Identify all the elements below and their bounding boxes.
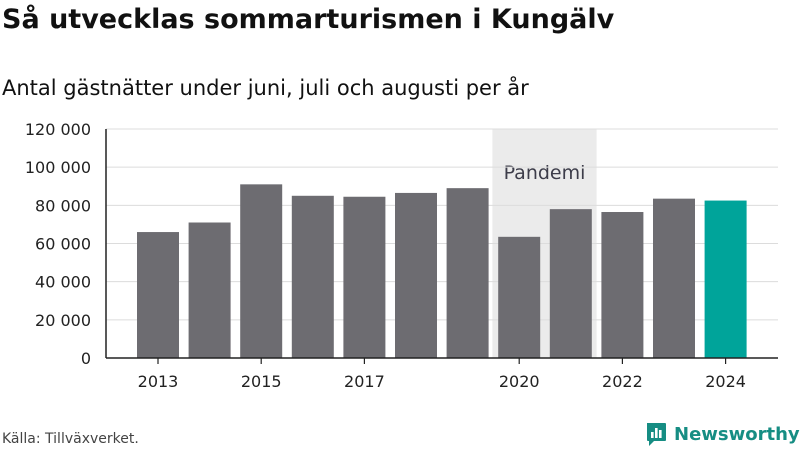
y-tick-label: 80 000	[35, 196, 91, 215]
tick-labels: 0 20 000 40 000 60 000 80 000 100 000 120 000 2…	[25, 120, 746, 391]
bars	[137, 184, 747, 358]
x-tick-label: 2015	[241, 372, 282, 391]
bar-2018	[395, 192, 437, 358]
y-tick-label: 120 000	[25, 120, 91, 139]
bar-2020	[498, 236, 541, 358]
y-tick-label: 40 000	[35, 273, 91, 292]
y-tick-label: 20 000	[35, 311, 91, 330]
bar-2022	[601, 212, 644, 358]
axes	[105, 129, 778, 364]
bar-chart-logo-icon	[647, 423, 666, 446]
bar-2023	[653, 198, 695, 358]
y-tick-label: 100 000	[25, 158, 91, 177]
bar-2013	[137, 232, 179, 358]
bar-2019	[446, 188, 489, 358]
x-tick-label: 2022	[602, 372, 643, 391]
x-tick-label: 2020	[499, 372, 540, 391]
y-tick-label: 0	[81, 349, 91, 368]
bar-chart: Pandemi 0 20 000 40 000 60 000 80 000 100 000…	[25, 120, 778, 391]
bar-2021	[549, 209, 592, 358]
chart-title: Så utvecklas sommarturismen i Kungälv	[2, 4, 615, 35]
bar-2024	[704, 200, 747, 358]
source-note: Källa: Tillväxverket.	[2, 431, 139, 447]
annotation-label: Pandemi	[504, 162, 586, 184]
bar-2015	[240, 184, 283, 358]
y-tick-label: 60 000	[35, 235, 91, 254]
bar-2014	[188, 222, 231, 358]
x-tick-label: 2013	[138, 372, 179, 391]
x-tick-label: 2017	[344, 372, 385, 391]
bar-2017	[343, 196, 386, 358]
newsworthy-logo: Newsworthy	[645, 420, 800, 448]
chart-subtitle: Antal gästnätter under juni, juli och au…	[2, 76, 529, 100]
bar-2016	[291, 195, 334, 358]
brand-name: Newsworthy	[674, 423, 800, 445]
x-tick-label: 2024	[705, 372, 746, 391]
